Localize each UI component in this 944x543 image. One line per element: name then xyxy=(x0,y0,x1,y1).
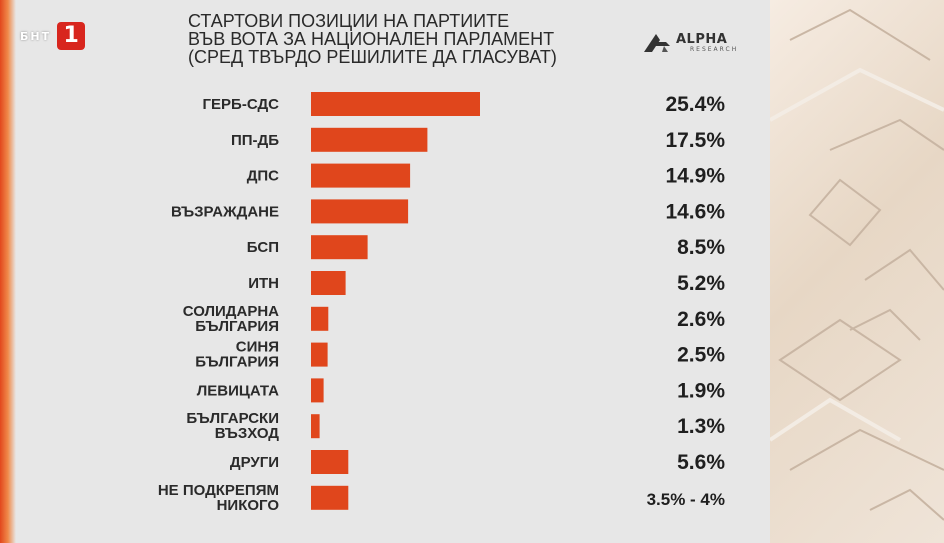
value-label: 5.2% xyxy=(677,272,725,295)
alpha-mark-icon xyxy=(644,34,670,52)
bar xyxy=(311,199,409,224)
value-label: 1.3% xyxy=(677,415,725,438)
bar xyxy=(311,342,328,367)
category-label-line: ВЪЗХОД xyxy=(215,425,280,442)
broadcaster-name: БНТ xyxy=(20,29,52,43)
category-label: ДРУГИ xyxy=(230,454,279,471)
left-edge-decoration xyxy=(0,0,16,543)
value-label: 5.6% xyxy=(677,451,725,474)
value-label: 14.6% xyxy=(665,200,725,223)
alpha-research-logo: ALPHA RESEARCH xyxy=(640,30,738,56)
title-line-1: СТАРТОВИ ПОЗИЦИИ НА ПАРТИИТЕ xyxy=(188,11,510,31)
category-label: БЪЛГАРСКИ ВЪЗХОД xyxy=(186,410,279,442)
category-label: НЕ ПОДКРЕПЯМ НИКОГО xyxy=(158,482,279,514)
chart-title: СТАРТОВИ ПОЗИЦИИ НА ПАРТИИТЕ ВЪВ ВОТА ЗА… xyxy=(188,12,638,66)
bar xyxy=(311,306,329,331)
bar xyxy=(311,235,368,260)
category-label-line: БЪЛГАРСКИ xyxy=(186,410,279,427)
category-label: ИТН xyxy=(248,275,279,292)
decorative-shapes xyxy=(770,8,944,521)
title-line-3: (СРЕД ТВЪРДО РЕШИЛИТЕ ДА ГЛАСУВАТ) xyxy=(188,47,557,67)
value-label: 14.9% xyxy=(665,165,725,188)
value-label: 3.5% - 4% xyxy=(647,490,725,509)
category-label-line: СОЛИДАРНА xyxy=(183,303,279,320)
brand-subtitle: RESEARCH xyxy=(690,45,739,53)
bar xyxy=(311,127,428,152)
category-label-line: НЕ ПОДКРЕПЯМ xyxy=(158,482,279,499)
bar xyxy=(311,485,349,510)
bar xyxy=(311,271,346,295)
value-label: 1.9% xyxy=(677,379,725,402)
category-label-line: БЪЛГАРИЯ xyxy=(195,318,279,335)
value-label: 8.5% xyxy=(677,236,725,259)
bar xyxy=(311,378,324,403)
category-label: СОЛИДАРНА БЪЛГАРИЯ xyxy=(183,303,279,335)
category-label: ГЕРБ-СДС xyxy=(203,96,280,113)
category-label-line: БЪЛГАРИЯ xyxy=(195,354,279,371)
category-label: ДПС xyxy=(247,168,279,185)
category-label: БСП xyxy=(247,239,279,256)
bar xyxy=(311,92,480,116)
category-label: ВЪЗРАЖДАНЕ xyxy=(171,203,279,220)
title-line-2: ВЪВ ВОТА ЗА НАЦИОНАЛЕН ПАРЛАМЕНТ xyxy=(188,29,555,49)
category-label: ПП-ДБ xyxy=(231,132,279,149)
broadcaster-logo: БНТ 1 xyxy=(20,22,86,50)
category-label-line: НИКОГО xyxy=(217,497,280,514)
value-label: 2.6% xyxy=(677,308,725,331)
right-decorative-panel xyxy=(770,0,944,543)
category-label: СИНЯ БЪЛГАРИЯ xyxy=(195,339,279,371)
bar xyxy=(311,163,411,188)
bar xyxy=(311,414,320,439)
value-label: 2.5% xyxy=(677,344,725,367)
bar xyxy=(311,450,349,474)
category-label-line: СИНЯ xyxy=(236,339,279,356)
value-label: 25.4% xyxy=(665,93,725,116)
brand-name: ALPHA xyxy=(676,31,728,47)
channel-number-badge: 1 xyxy=(57,22,86,50)
category-label: ЛЕВИЦАТА xyxy=(197,382,279,399)
value-label: 17.5% xyxy=(665,129,725,152)
